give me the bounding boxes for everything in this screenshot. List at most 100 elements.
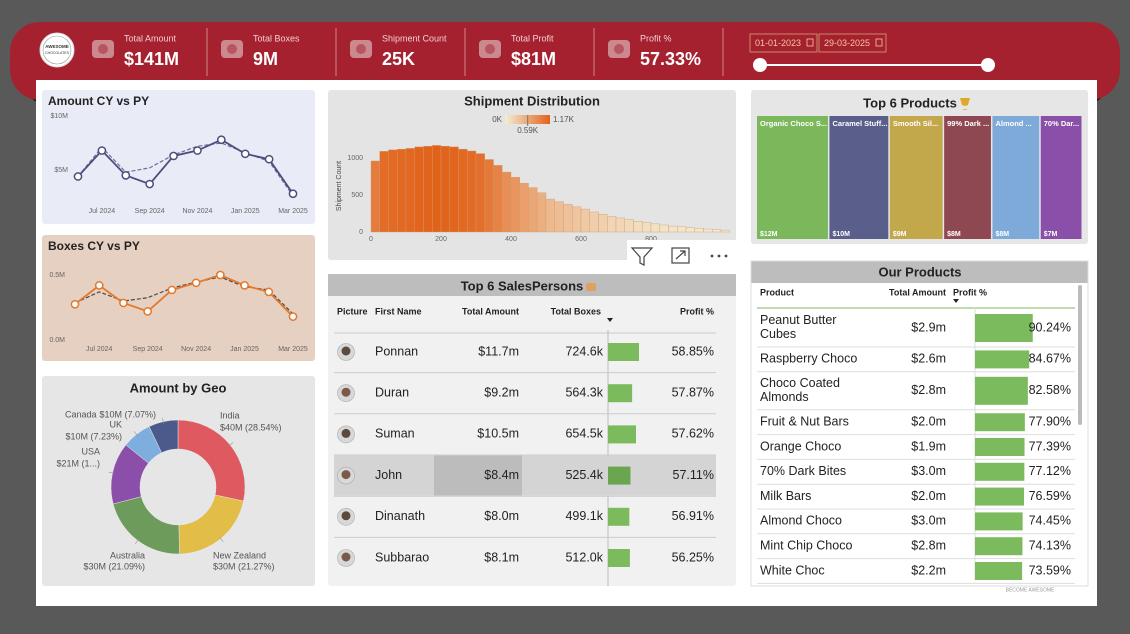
x-tick-label: Sep 2024	[133, 346, 163, 353]
cell: $8.4m	[484, 468, 519, 482]
y-tick-label: $5M	[54, 167, 68, 174]
data-bar	[975, 413, 1025, 432]
calendar-icon	[875, 38, 883, 47]
x-tick-label: Jan 2025	[231, 208, 260, 215]
data-bar	[975, 314, 1033, 342]
date-box	[818, 33, 887, 53]
histogram-bar	[432, 145, 442, 233]
logo-text: AWESOME	[45, 44, 69, 49]
point	[143, 307, 153, 316]
histogram-bar	[598, 214, 608, 233]
cell: 57.11%	[673, 468, 714, 482]
slice-value-label: $10M (7.07%)	[100, 409, 157, 419]
slice-label: Australia	[110, 550, 145, 560]
tile-label: Caramel Stuff...	[832, 119, 887, 128]
slice-label: UK	[109, 419, 122, 429]
histogram-bar	[467, 150, 477, 233]
cell: $1.9m	[911, 439, 946, 453]
histogram-bar	[440, 145, 450, 233]
leader-line	[162, 417, 164, 424]
logo-ring	[42, 35, 72, 65]
cell: Peanut Butter Cubes	[760, 313, 836, 341]
cell-line: Peanut Butter	[760, 313, 836, 327]
leader-line	[108, 471, 115, 474]
column-header: Total Boxes	[551, 306, 601, 316]
tile-value-label: $9M	[893, 231, 907, 238]
point	[167, 285, 177, 295]
histogram-bar	[370, 160, 380, 233]
cell: 512.0k	[565, 550, 603, 564]
x-tick-label: Mar 2025	[278, 346, 308, 353]
scrollbar	[1078, 285, 1082, 425]
slice-label: India	[220, 410, 240, 420]
point	[94, 281, 104, 290]
avatar-face	[341, 387, 351, 397]
cell: 90.24%	[1029, 320, 1071, 334]
cell: $11.7m	[478, 344, 519, 358]
histogram-bar	[694, 228, 704, 233]
title-icon	[586, 283, 596, 291]
slice-value-label: $21M (1...)	[56, 458, 100, 468]
data-bar	[608, 425, 637, 444]
cell: $2.6m	[911, 352, 946, 366]
histogram-bar	[484, 159, 494, 233]
treemap-tile	[944, 116, 991, 239]
date-slider-knob	[753, 58, 767, 72]
kpi-label: Profit %	[640, 33, 672, 43]
point	[169, 151, 178, 161]
histogram-bar	[642, 222, 652, 233]
slice-value-label: $30M (21.09%)	[83, 561, 145, 571]
y-tick-label: 500	[351, 192, 363, 199]
x-tick-label: Nov 2024	[182, 208, 212, 215]
data-bar	[608, 507, 630, 526]
cell: 84.67%	[1029, 352, 1071, 366]
x-tick-label: Mar 2025	[278, 208, 308, 215]
histogram-bar	[405, 148, 415, 233]
histogram-bar	[493, 165, 503, 233]
point	[97, 146, 107, 155]
cell: Subbarao	[375, 550, 429, 564]
expand-icon	[671, 247, 690, 264]
column-header: Profit %	[680, 306, 714, 316]
histogram-bar	[580, 208, 590, 233]
avatar-face	[341, 511, 351, 521]
leader-line	[135, 538, 140, 544]
data-bar	[975, 562, 1023, 580]
cell: Orange Choco	[760, 439, 841, 453]
table-title: Top 6 SalesPersons	[461, 278, 584, 293]
cell: 56.91%	[672, 509, 714, 523]
histogram-bar	[677, 226, 687, 233]
logo-text: CHOCOLATES	[45, 51, 70, 55]
cell: 499.1k	[565, 509, 603, 523]
cell: 56.25%	[672, 550, 714, 564]
histogram-bar	[650, 223, 660, 233]
histogram-bar	[510, 177, 520, 233]
point	[288, 189, 298, 199]
leader-line	[228, 442, 234, 447]
cell: Dinanath	[375, 509, 425, 523]
kpi-value: $141M	[124, 49, 179, 69]
cell-line: Cubes	[760, 327, 796, 341]
kpi-icon-detail	[356, 44, 366, 54]
point	[70, 299, 80, 309]
expand-arrow	[675, 250, 686, 260]
cell: 77.90%	[1029, 414, 1071, 428]
point	[264, 154, 274, 164]
treemap-tile	[992, 116, 1040, 239]
cell: $2.2m	[911, 563, 946, 577]
cell: 73.59%	[1029, 563, 1071, 577]
histogram-bar	[633, 221, 643, 233]
kpi-label: Total Profit	[511, 33, 554, 43]
x-tick-label: Sep 2024	[135, 208, 165, 215]
tile-value-label: $10M	[832, 231, 850, 238]
treemap-tile	[829, 116, 889, 239]
kpi-label: Total Boxes	[253, 33, 300, 43]
cell: Fruit & Nut Bars	[760, 414, 849, 428]
histogram-bar	[712, 229, 722, 233]
histogram-bar	[615, 217, 625, 233]
cell-highlight	[434, 455, 522, 496]
more-dot	[724, 254, 728, 258]
color-legend-label: 0.59K	[517, 126, 539, 135]
point	[145, 179, 155, 189]
